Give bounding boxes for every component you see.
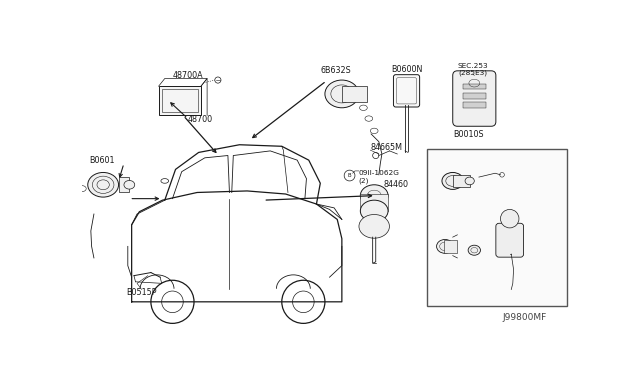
Bar <box>342 86 367 102</box>
Ellipse shape <box>436 240 454 253</box>
Ellipse shape <box>442 173 463 189</box>
Ellipse shape <box>360 200 388 222</box>
Text: 6B632S: 6B632S <box>321 66 351 75</box>
Circle shape <box>500 209 519 228</box>
Bar <box>463 84 486 89</box>
Text: 84460: 84460 <box>383 180 408 189</box>
Text: B0601: B0601 <box>90 155 115 165</box>
Bar <box>360 194 388 211</box>
Text: 84665M: 84665M <box>371 143 403 152</box>
Text: B: B <box>348 173 351 178</box>
FancyBboxPatch shape <box>452 71 496 126</box>
Bar <box>118 177 129 192</box>
Ellipse shape <box>124 180 135 189</box>
Text: SEC.253
(285E3): SEC.253 (285E3) <box>458 62 488 76</box>
Text: B0600N: B0600N <box>391 65 422 74</box>
Text: B0010S: B0010S <box>453 130 483 139</box>
FancyBboxPatch shape <box>394 75 420 107</box>
Text: 48700: 48700 <box>188 115 213 124</box>
Text: 48700A: 48700A <box>172 71 203 80</box>
Bar <box>444 240 458 253</box>
Ellipse shape <box>468 245 481 255</box>
FancyBboxPatch shape <box>496 223 524 257</box>
Ellipse shape <box>465 177 474 185</box>
Bar <box>162 89 198 112</box>
Text: 09II-1062G
(2): 09II-1062G (2) <box>359 170 399 184</box>
Ellipse shape <box>325 80 359 108</box>
Ellipse shape <box>88 173 118 197</box>
Bar <box>463 102 486 108</box>
Ellipse shape <box>359 215 390 238</box>
Text: J99800MF: J99800MF <box>502 313 547 322</box>
Bar <box>463 93 486 99</box>
Bar <box>427 148 566 307</box>
Bar <box>452 175 470 187</box>
Ellipse shape <box>360 185 388 206</box>
Text: B0515P: B0515P <box>127 288 157 297</box>
Bar <box>159 86 201 115</box>
